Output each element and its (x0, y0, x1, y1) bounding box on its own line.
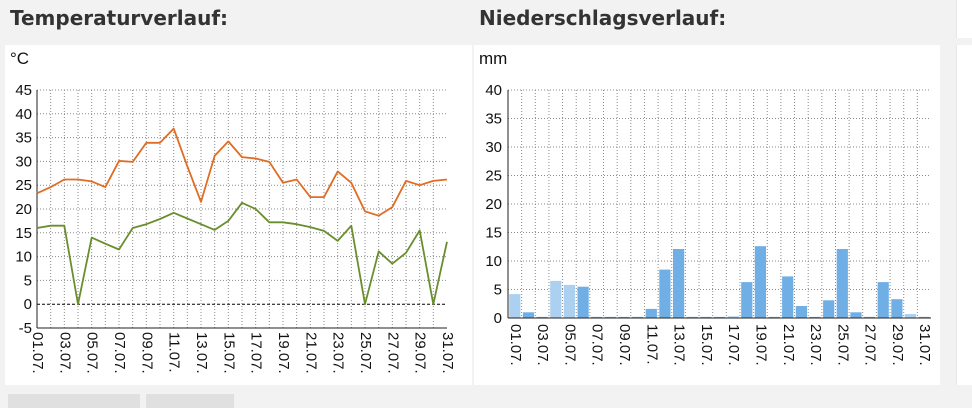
y-tick-label: 15 (15, 225, 32, 242)
y-tick-label: 35 (15, 130, 32, 147)
precipitation-bar (563, 284, 575, 318)
precipitation-bar (891, 299, 903, 318)
right-edge-panel (956, 0, 972, 38)
precipitation-bar (591, 316, 603, 318)
x-tick-label: 09.07. (616, 324, 633, 366)
precipitation-chart: mm 0 5 10 15 20 25 30 35 40 01.07. 03.07. 05.07. 07.… (479, 49, 933, 366)
precipitation-bar (686, 316, 698, 318)
precipitation-bar (522, 312, 535, 318)
x-tick-label: 27.07. (862, 324, 879, 366)
precipitation-bar (632, 316, 644, 318)
precipitation-bar (768, 316, 780, 318)
precipitation-bar (754, 246, 766, 318)
y-tick-label: 30 (485, 139, 502, 156)
y-tick-label: 5 (494, 282, 502, 299)
y-tick-label: 10 (485, 253, 502, 270)
bottom-tab-2[interactable] (146, 394, 234, 408)
x-tick-label: 25.07. (834, 324, 851, 366)
precipitation-bar (713, 316, 726, 318)
y-tick-label: 15 (485, 225, 502, 242)
x-tick-label: 27.07. (384, 332, 401, 374)
x-tick-label: 17.07. (725, 324, 742, 366)
precipitation-unit-label: mm (479, 49, 507, 68)
x-tick-label: 21.07. (780, 324, 797, 366)
y-tick-label: 25 (485, 168, 502, 185)
precipitation-bar (577, 286, 589, 318)
x-tick-label: 21.07. (302, 332, 319, 374)
x-tick-label: 31.07. (439, 332, 456, 374)
x-tick-label: 19.07. (752, 324, 769, 366)
precipitation-bar (536, 316, 548, 318)
y-tick-label: 20 (15, 201, 32, 218)
precipitation-bar (604, 316, 616, 318)
x-tick-label: 05.07. (84, 332, 101, 374)
x-tick-label: 29.07. (889, 324, 906, 366)
x-tick-label: 23.07. (807, 324, 824, 366)
temperature-chart-panel: °C -5 0 5 10 15 20 25 30 35 40 45 01.07. 03.07. 05.07… (5, 45, 472, 385)
precipitation-bar (904, 314, 917, 318)
precipitation-bar (809, 316, 821, 318)
x-tick-label: 05.07. (561, 324, 578, 366)
precipitation-bar (782, 276, 794, 318)
bottom-tab-1[interactable] (8, 394, 140, 408)
x-tick-label: 19.07. (275, 332, 292, 374)
precipitation-bar (509, 294, 521, 318)
temperature-series-line-2 (36, 201, 448, 306)
y-tick-label: 40 (485, 82, 502, 99)
x-tick-label: 01.07. (507, 324, 524, 366)
x-tick-label: 15.07. (220, 332, 237, 374)
x-tick-label: 23.07. (330, 332, 347, 374)
precipitation-bar (727, 316, 739, 318)
x-tick-label: 11.07. (166, 332, 183, 373)
y-tick-label: 10 (15, 249, 32, 266)
precipitation-bar (550, 280, 562, 318)
precipitation-bar (864, 316, 876, 318)
temperature-series-line-1 (36, 127, 448, 217)
right-edge-panel (956, 45, 972, 385)
y-tick-label: 45 (15, 82, 32, 99)
y-tick-label: 0 (494, 310, 502, 327)
x-tick-label: 07.07. (111, 332, 128, 374)
x-tick-label: 17.07. (248, 332, 265, 374)
x-tick-label: 13.07. (193, 332, 210, 374)
x-tick-label: 03.07. (534, 324, 551, 366)
x-tick-label: 03.07. (56, 332, 73, 374)
temperature-unit-label: °C (10, 49, 29, 68)
y-tick-label: 5 (24, 272, 32, 289)
precipitation-bar (700, 316, 712, 318)
y-tick-label: 40 (15, 106, 32, 123)
y-tick-label: 20 (485, 196, 502, 213)
x-tick-label: 13.07. (671, 324, 688, 366)
y-tick-label: 25 (15, 177, 32, 194)
temperature-chart: °C -5 0 5 10 15 20 25 30 35 40 45 01.07. 03.07. 05.07… (10, 49, 456, 374)
precipitation-chart-panel: mm 0 5 10 15 20 25 30 35 40 01.07. 03.07. 05.07. 07.… (474, 45, 940, 385)
x-tick-label: 07.07. (589, 324, 606, 366)
x-tick-label: 25.07. (357, 332, 374, 374)
precipitation-bar (918, 316, 930, 318)
precipitation-bar (645, 308, 657, 318)
precipitation-bar (850, 312, 862, 318)
precipitation-bar (618, 316, 630, 318)
precipitation-bar (877, 282, 889, 318)
y-tick-label: 30 (15, 153, 32, 170)
precipitation-bar (659, 269, 671, 318)
temperature-heading: Temperaturverlauf: (10, 6, 229, 30)
y-tick-label: -5 (19, 320, 32, 337)
precipitation-bar (836, 249, 848, 318)
x-tick-label: 31.07. (916, 324, 933, 366)
y-tick-label: 35 (485, 111, 502, 128)
precipitation-bar (795, 306, 807, 318)
x-tick-label: 09.07. (138, 332, 155, 374)
x-tick-label: 15.07. (698, 324, 715, 366)
x-tick-label: 11.07. (643, 324, 660, 365)
precipitation-bar (741, 282, 753, 318)
precipitation-heading: Niederschlagsverlauf: (479, 6, 727, 30)
x-tick-label: 01.07. (29, 332, 46, 374)
x-tick-label: 29.07. (412, 332, 429, 374)
y-tick-label: 0 (24, 296, 32, 313)
precipitation-bar (673, 249, 685, 318)
precipitation-bar (823, 300, 835, 318)
